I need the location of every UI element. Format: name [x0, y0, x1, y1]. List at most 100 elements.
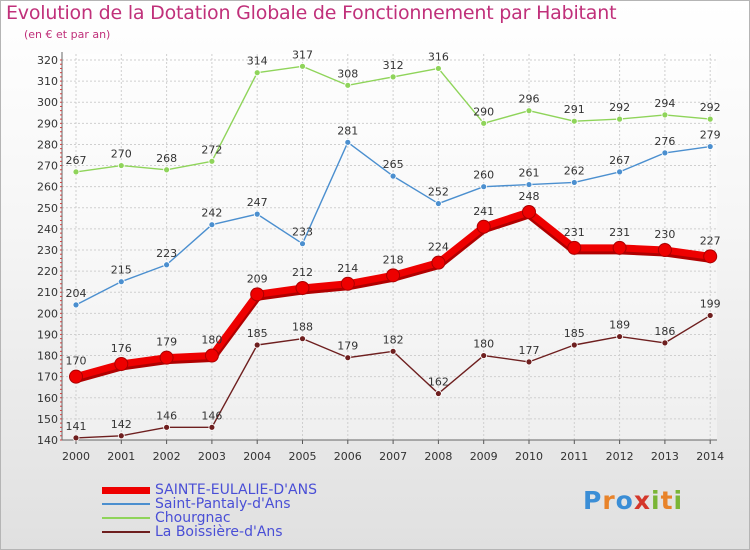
legend-label: Chourgnac	[155, 510, 231, 526]
data-point	[72, 301, 80, 309]
y-tick-label: 190	[37, 328, 58, 341]
data-point	[344, 354, 352, 362]
legend-swatch	[102, 487, 150, 494]
data-point	[389, 73, 397, 81]
y-tick-label: 210	[37, 286, 58, 299]
data-label: 209	[247, 272, 268, 285]
y-tick-label: 160	[37, 392, 58, 405]
data-point	[570, 179, 578, 186]
y-tick-label: 220	[37, 265, 58, 278]
data-label: 212	[292, 266, 313, 279]
logo-letter: P	[583, 486, 603, 515]
data-point	[476, 219, 491, 234]
y-tick-label: 290	[37, 117, 58, 130]
x-tick-label: 2008	[424, 450, 452, 463]
y-tick-label: 300	[37, 96, 58, 109]
data-point	[253, 69, 261, 77]
data-point	[344, 138, 352, 146]
data-point	[616, 168, 623, 176]
data-label: 227	[700, 234, 721, 247]
data-label: 141	[66, 420, 87, 433]
data-label: 247	[247, 196, 268, 209]
data-label: 218	[383, 253, 404, 266]
y-tick-label: 180	[37, 350, 58, 363]
data-point	[163, 166, 171, 174]
y-tick-label: 270	[37, 160, 58, 173]
data-label: 223	[156, 247, 177, 260]
data-point	[208, 157, 216, 165]
data-point	[208, 423, 216, 431]
data-label: 142	[111, 418, 132, 431]
data-point	[163, 423, 171, 431]
logo-letter: r	[602, 486, 616, 515]
chart-title: Evolution de la Dotation Globale de Fonc…	[6, 2, 617, 24]
x-tick-label: 2007	[379, 450, 407, 463]
data-point	[570, 117, 578, 125]
data-label: 162	[428, 376, 449, 389]
legend-label: La Boissière-d'Ans	[155, 524, 283, 540]
y-tick-label: 250	[37, 202, 58, 215]
data-point	[117, 278, 125, 286]
data-point	[616, 115, 623, 123]
data-point	[525, 107, 533, 115]
data-point	[661, 111, 669, 119]
data-label: 199	[700, 297, 721, 310]
y-tick-label: 240	[37, 223, 58, 236]
data-point	[250, 287, 265, 302]
data-point	[163, 261, 171, 269]
data-point	[706, 312, 714, 319]
data-label: 270	[111, 148, 132, 161]
x-tick-label: 2010	[515, 450, 543, 463]
data-point	[72, 168, 80, 176]
y-tick-label: 200	[37, 307, 58, 320]
data-point	[525, 181, 533, 188]
y-tick-label: 140	[37, 434, 58, 447]
data-point	[389, 172, 397, 180]
data-label: 292	[609, 101, 630, 114]
data-label: 215	[111, 264, 132, 277]
data-label: 261	[519, 167, 540, 180]
x-tick-label: 2003	[198, 450, 226, 463]
logo-letter: o	[615, 486, 634, 515]
y-tick-label: 310	[37, 75, 58, 88]
y-tick-label: 150	[37, 413, 58, 426]
legend-swatch	[102, 531, 150, 533]
x-tick-label: 2000	[62, 450, 90, 463]
data-label: 248	[519, 190, 540, 203]
data-point	[69, 369, 83, 384]
x-tick-label: 2014	[696, 450, 724, 463]
data-point	[706, 143, 714, 150]
logo-letter: t	[660, 486, 674, 515]
data-label: 180	[201, 334, 222, 347]
data-point	[253, 210, 261, 218]
y-tick-label: 170	[37, 371, 58, 384]
x-tick-label: 2004	[243, 450, 271, 463]
data-label: 241	[473, 205, 494, 218]
series-3: 141 142 146 146 185 188 179 182 162 180 177 185 189 1…	[66, 297, 721, 442]
data-point	[567, 240, 582, 255]
x-tick-label: 2002	[153, 450, 181, 463]
data-point	[480, 119, 488, 127]
data-label: 268	[156, 152, 177, 165]
data-label: 186	[654, 325, 675, 338]
data-point	[389, 347, 397, 355]
x-tick-label: 2005	[289, 450, 317, 463]
data-label: 317	[292, 48, 313, 61]
data-label: 176	[111, 342, 132, 355]
x-tick-label: 2009	[470, 450, 498, 463]
logo-letter: i	[651, 486, 661, 515]
data-point	[661, 149, 669, 157]
legend-swatch	[102, 503, 150, 505]
data-label: 170	[66, 355, 87, 368]
data-point	[657, 243, 672, 257]
data-label: 233	[292, 226, 313, 239]
data-label: 146	[201, 409, 222, 422]
y-tick-label: 320	[37, 54, 58, 67]
data-label: 231	[609, 226, 630, 239]
data-point	[340, 276, 355, 291]
data-point	[434, 390, 442, 397]
data-label: 185	[564, 327, 585, 340]
x-tick-label: 2006	[334, 450, 362, 463]
data-point	[434, 200, 442, 207]
